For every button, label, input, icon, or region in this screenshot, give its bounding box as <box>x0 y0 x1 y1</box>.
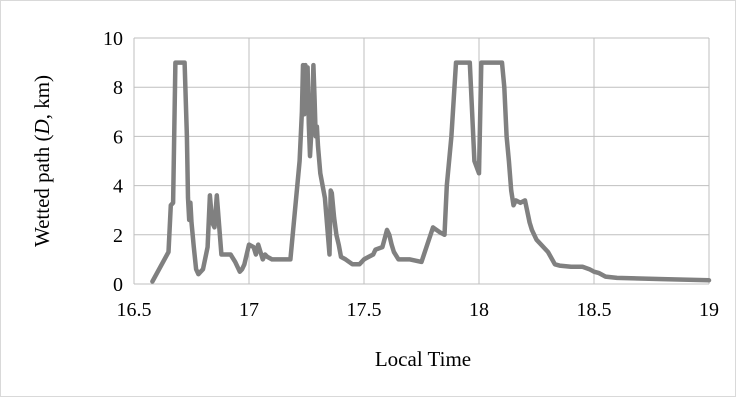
y-axis-label-part-1: Wetted path ( <box>30 134 54 247</box>
x-tick-label: 16.5 <box>117 299 152 321</box>
x-tick-label: 18 <box>469 299 489 321</box>
plot-area <box>150 60 712 284</box>
x-tick-label: 17.5 <box>347 299 382 321</box>
y-tick-label: 6 <box>113 126 123 148</box>
x-axis-label: Local Time <box>375 347 471 371</box>
y-tick-labels: 0 2 4 6 8 10 <box>103 28 123 296</box>
y-tick-label: 2 <box>113 225 123 247</box>
y-axis-label-part-2: , km) <box>30 75 54 119</box>
x-tick-label: 19 <box>699 299 719 321</box>
y-tick-label: 4 <box>113 176 123 198</box>
x-tick-labels: 16.5 17 17.5 18 18.5 19 <box>117 299 720 321</box>
y-axis-label-variable: D <box>30 119 54 135</box>
x-tick-label: 18.5 <box>577 299 612 321</box>
x-tick-label: 17 <box>239 299 259 321</box>
y-tick-label: 8 <box>113 77 123 99</box>
y-tick-label: 0 <box>113 274 123 296</box>
y-tick-label: 10 <box>103 28 123 50</box>
y-axis-label: Wetted path (D, km) <box>30 75 54 247</box>
series-line-0 <box>150 60 712 284</box>
grid <box>133 37 710 285</box>
